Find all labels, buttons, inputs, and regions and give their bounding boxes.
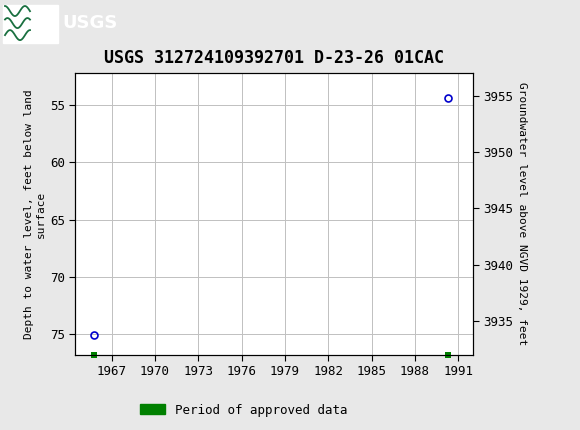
Legend: Period of approved data: Period of approved data [135,399,353,421]
FancyBboxPatch shape [3,5,58,43]
Y-axis label: Depth to water level, feet below land
surface: Depth to water level, feet below land su… [24,89,46,339]
Title: USGS 312724109392701 D-23-26 01CAC: USGS 312724109392701 D-23-26 01CAC [104,49,444,68]
Y-axis label: Groundwater level above NGVD 1929, feet: Groundwater level above NGVD 1929, feet [517,82,527,346]
Text: USGS: USGS [62,14,117,32]
